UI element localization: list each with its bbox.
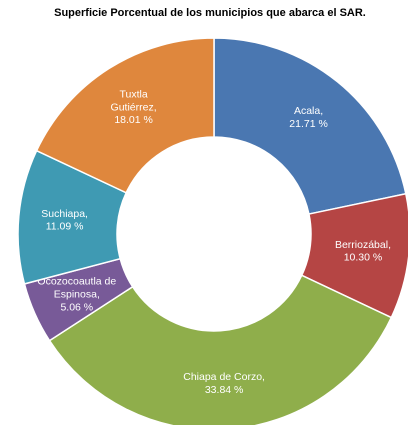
slice-label: Tuxtla Gutiérrez, [111, 88, 157, 113]
slice-label: Acala, [294, 105, 323, 117]
slice-value: 10.30 % [344, 252, 383, 264]
slice-value: 33.84 % [205, 384, 244, 396]
slice-value: 11.09 % [46, 221, 84, 233]
donut-slice [35, 37, 215, 194]
slice-value: 18.01 % [114, 114, 153, 126]
donut-slice [48, 274, 393, 425]
slice-label: Suchiapa, [41, 208, 88, 220]
slice-value: 21.71 % [289, 118, 328, 130]
slice-value: 5.06 % [60, 301, 93, 313]
slice-label: Ocozocoautla de Espinosa, [37, 275, 116, 300]
slice-label: Berriozábal, [335, 239, 391, 251]
chart-title: Superficie Porcentual de los municipios … [54, 7, 366, 19]
slice-label: Chiapa de Corzo, [183, 371, 265, 383]
donut-slice [213, 37, 407, 215]
